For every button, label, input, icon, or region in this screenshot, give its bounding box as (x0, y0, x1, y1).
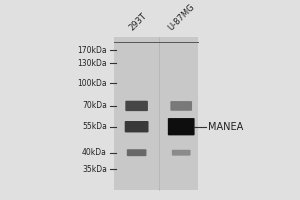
Text: MANEA: MANEA (208, 122, 243, 132)
FancyBboxPatch shape (127, 149, 146, 156)
FancyBboxPatch shape (170, 101, 192, 111)
FancyBboxPatch shape (172, 150, 190, 156)
Text: U-87MG: U-87MG (166, 2, 196, 32)
Text: 35kDa: 35kDa (82, 165, 107, 174)
Text: 70kDa: 70kDa (82, 101, 107, 110)
Bar (114, 37, 198, 190)
Text: 40kDa: 40kDa (82, 148, 107, 157)
Text: 55kDa: 55kDa (82, 122, 107, 131)
FancyBboxPatch shape (168, 118, 195, 135)
Text: 293T: 293T (127, 11, 148, 32)
Text: 170kDa: 170kDa (77, 46, 107, 55)
FancyBboxPatch shape (125, 101, 148, 111)
Text: 100kDa: 100kDa (77, 79, 107, 88)
FancyBboxPatch shape (125, 121, 148, 132)
Text: 130kDa: 130kDa (77, 59, 107, 68)
